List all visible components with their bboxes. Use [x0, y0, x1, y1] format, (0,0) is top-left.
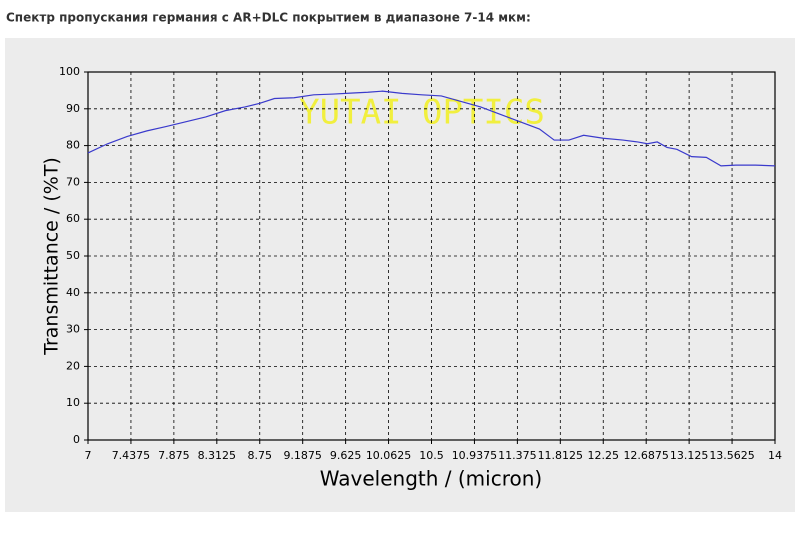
chart-title: Спектр пропускания германия с AR+DLC пок…: [6, 11, 531, 25]
x-tick-label: 9.625: [330, 449, 362, 462]
x-tick-label: 11.375: [498, 449, 537, 462]
y-tick-label: 10: [66, 396, 80, 409]
x-tick-label: 12.6875: [623, 449, 669, 462]
y-tick-label: 80: [66, 139, 80, 152]
x-tick-label: 11.8125: [538, 449, 584, 462]
y-tick-label: 30: [66, 323, 80, 336]
x-tick-label: 7: [85, 449, 92, 462]
x-tick-label: 8.3125: [198, 449, 237, 462]
y-tick-label: 60: [66, 212, 80, 225]
x-tick-label: 9.1875: [283, 449, 322, 462]
y-tick-label: 90: [66, 102, 80, 115]
x-tick-label: 14: [768, 449, 782, 462]
data-line: [87, 90, 776, 167]
x-tick-label: 13.125: [670, 449, 709, 462]
x-tick-label: 10.5: [419, 449, 444, 462]
y-tick-label: 70: [66, 175, 80, 188]
x-tick-label: 10.0625: [366, 449, 412, 462]
x-tick-label: 12.25: [588, 449, 620, 462]
y-tick-label: 50: [66, 249, 80, 262]
x-tick-label: 8.75: [248, 449, 273, 462]
x-tick-label: 13.5625: [709, 449, 755, 462]
y-tick-label: 20: [66, 359, 80, 372]
x-tick-label: 7.875: [158, 449, 190, 462]
watermark: YUTAI OPTICS: [299, 93, 545, 133]
y-tick-label: 100: [59, 65, 80, 78]
y-axis-title: Transmittance / (%T): [41, 157, 63, 356]
x-axis-title: Wavelength / (micron): [320, 467, 542, 491]
x-tick-label: 7.4375: [112, 449, 151, 462]
y-tick-label: 0: [73, 433, 80, 446]
y-tick-label: 40: [66, 286, 80, 299]
x-tick-label: 10.9375: [452, 449, 498, 462]
